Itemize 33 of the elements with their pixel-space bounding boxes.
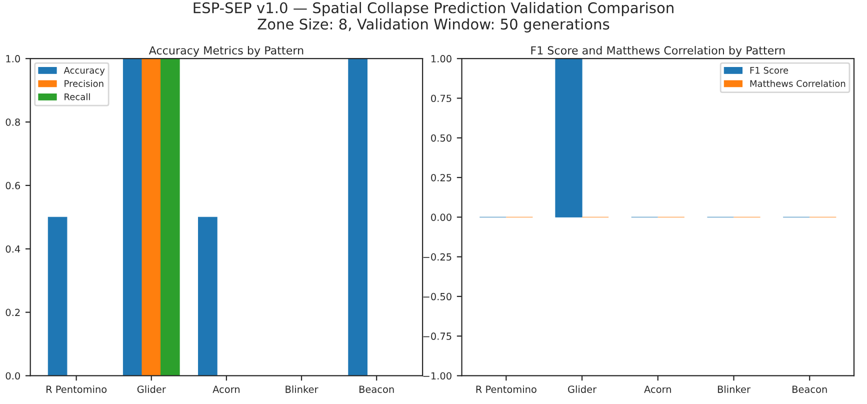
y-tick-label: −0.50: [423, 292, 452, 300]
legend-label: Accuracy: [64, 66, 105, 76]
y-tick-label: 1.00: [431, 55, 452, 62]
y-tick-label: 0.2: [6, 308, 20, 316]
legend-label: Matthews Correlation: [750, 80, 846, 87]
y-tick-label: 0.6: [6, 182, 20, 190]
y-tick-label: 0.0: [6, 372, 20, 380]
y-tick-label: 0.50: [431, 134, 452, 142]
y-tick-label: 1.0: [6, 55, 20, 62]
y-tick-label: 0.00: [431, 214, 452, 221]
y-tick-label: 0.4: [6, 245, 20, 253]
x-tick-label: Beacon: [792, 386, 827, 393]
x-tick-label: Blinker: [718, 385, 750, 393]
y-tick-label: 0.8: [6, 118, 20, 126]
y-tick-label: −1.00: [423, 372, 452, 380]
x-tick-label: Acorn: [212, 386, 240, 393]
x-tick-label: R Pentomino: [476, 385, 536, 393]
legend-label: Precision: [64, 80, 104, 87]
x-tick-label: Acorn: [644, 386, 671, 393]
x-tick-label: Glider: [568, 385, 597, 393]
x-tick-label: Glider: [137, 385, 166, 393]
chart-title: Accuracy Metrics by Pattern: [148, 46, 304, 57]
y-tick-label: −0.25: [423, 253, 452, 261]
y-tick-label: 0.25: [431, 174, 452, 182]
x-tick-label: R Pentomino: [46, 385, 107, 393]
y-tick-label: −0.75: [423, 332, 452, 340]
legend-label: F1 Score: [750, 66, 788, 74]
x-tick-label: Blinker: [286, 385, 318, 393]
text: ESP-SEP v1.0 — Spatial Collapse Prediction Validation Comparison Zone Size: 8, Validation Window: 50 generations: [194, 2, 674, 32]
chart-title: F1 Score and Matthews Correlation by Pattern: [531, 46, 785, 57]
x-tick-label: Beacon: [360, 386, 394, 393]
y-tick-label: 0.75: [431, 94, 452, 102]
legend-label: Recall: [64, 93, 90, 100]
